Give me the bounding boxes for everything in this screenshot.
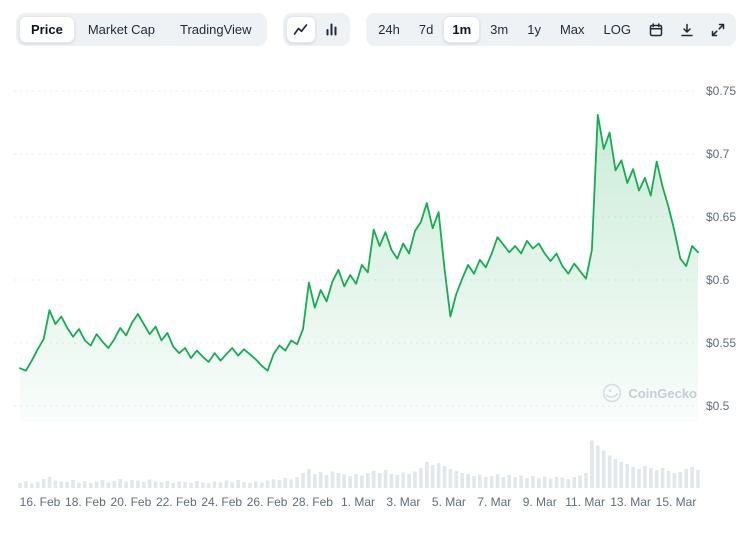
- svg-text:3. Mar: 3. Mar: [386, 495, 420, 509]
- svg-text:26. Feb: 26. Feb: [247, 495, 288, 509]
- svg-text:1. Mar: 1. Mar: [341, 495, 375, 509]
- line-chart-icon: [294, 24, 308, 35]
- tab-price[interactable]: Price: [19, 16, 75, 43]
- bar-chart-style-button[interactable]: [317, 16, 347, 43]
- range-max[interactable]: Max: [551, 16, 594, 43]
- calendar-icon: [649, 22, 663, 36]
- tab-market-cap[interactable]: Market Cap: [76, 16, 167, 43]
- range-1m[interactable]: 1m: [443, 16, 481, 43]
- date-range-button[interactable]: [641, 16, 671, 43]
- download-icon: [681, 23, 693, 36]
- svg-text:9. Mar: 9. Mar: [523, 495, 557, 509]
- chart-toolbar: Price Market Cap TradingView 24h 7d 1m 3…: [0, 0, 752, 46]
- range-24h[interactable]: 24h: [369, 16, 409, 43]
- range-controls: 24h 7d 1m 3m 1y Max LOG: [366, 13, 736, 46]
- fullscreen-button[interactable]: [703, 16, 733, 43]
- svg-text:$0.75: $0.75: [706, 84, 736, 98]
- svg-text:$0.7: $0.7: [706, 147, 730, 161]
- svg-text:$0.55: $0.55: [706, 336, 736, 350]
- svg-text:13. Mar: 13. Mar: [610, 495, 651, 509]
- tab-tradingview[interactable]: TradingView: [168, 16, 264, 43]
- range-7d[interactable]: 7d: [410, 16, 442, 43]
- svg-text:15. Mar: 15. Mar: [656, 495, 697, 509]
- download-chart-button[interactable]: [672, 16, 702, 43]
- svg-text:$0.5: $0.5: [706, 399, 730, 413]
- svg-text:$0.6: $0.6: [706, 273, 730, 287]
- chart-type-toggle: Price Market Cap TradingView: [16, 13, 267, 46]
- price-line-chart[interactable]: $0.75 $0.7 $0.65 $0.6 $0.55 $0.5 16. Feb 18. Fe…: [0, 54, 752, 539]
- range-3m[interactable]: 3m: [481, 16, 517, 43]
- svg-text:7. Mar: 7. Mar: [477, 495, 511, 509]
- chart-style-toggle: [282, 13, 350, 46]
- bar-chart-icon: [326, 23, 337, 36]
- svg-text:22. Feb: 22. Feb: [156, 495, 197, 509]
- log-scale-toggle[interactable]: LOG: [595, 16, 640, 43]
- range-1y[interactable]: 1y: [518, 16, 550, 43]
- expand-icon: [711, 23, 725, 36]
- svg-text:24. Feb: 24. Feb: [201, 495, 242, 509]
- svg-text:$0.65: $0.65: [706, 210, 736, 224]
- line-chart-style-button[interactable]: [285, 16, 316, 43]
- svg-text:11. Mar: 11. Mar: [565, 495, 605, 509]
- svg-text:18. Feb: 18. Feb: [65, 495, 106, 509]
- svg-text:5. Mar: 5. Mar: [432, 495, 466, 509]
- price-chart[interactable]: $0.75 $0.7 $0.65 $0.6 $0.55 $0.5 16. Feb 18. Fe…: [0, 54, 752, 539]
- svg-text:20. Feb: 20. Feb: [111, 495, 152, 509]
- svg-text:28. Feb: 28. Feb: [292, 495, 333, 509]
- svg-text:16. Feb: 16. Feb: [20, 495, 61, 509]
